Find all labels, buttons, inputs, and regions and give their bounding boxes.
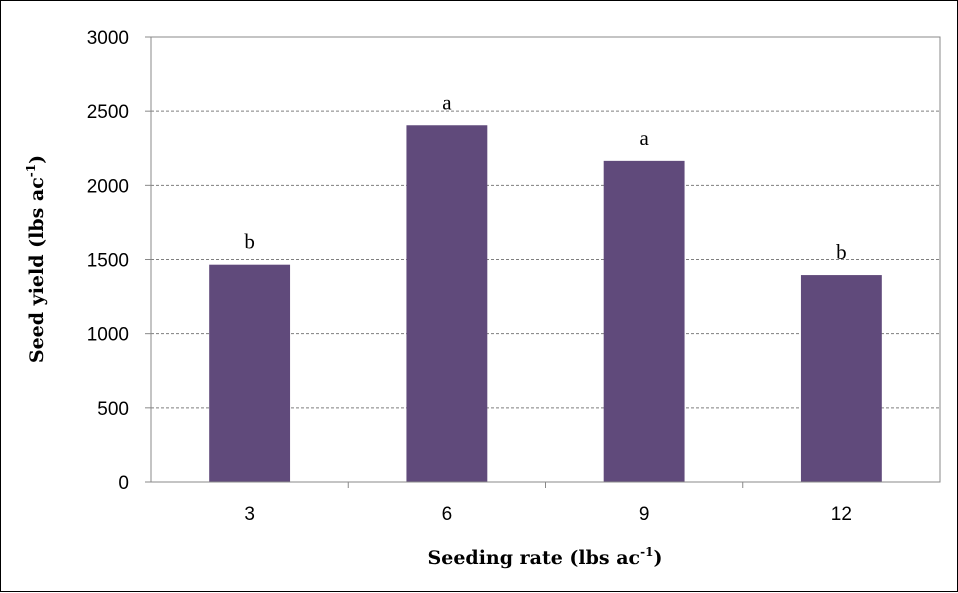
y-tick-label: 0 (118, 473, 129, 494)
x-axis-ticks: 3 6 9 12 (244, 482, 852, 525)
bar-6 (406, 125, 488, 482)
y-tick-label: 2500 (87, 102, 129, 123)
y-tick-label: 2000 (87, 176, 129, 197)
significance-labels: b a a b (244, 90, 846, 264)
significance-letter: b (244, 230, 255, 254)
y-tick-label: 3000 (87, 28, 129, 49)
bar-12 (800, 275, 882, 482)
x-axis-title: Seeding rate (lbs ac-1) (428, 545, 663, 569)
y-axis-ticks: 0 500 1000 1500 2000 2500 3000 (87, 28, 151, 494)
y-axis-title: Seed yield (lbs ac-1) (24, 155, 48, 363)
y-tick-label: 500 (97, 399, 129, 420)
y-tick-label: 1500 (87, 251, 129, 272)
significance-letter: a (639, 126, 649, 150)
bar-3 (209, 264, 291, 482)
x-tick-label: 6 (442, 504, 453, 525)
significance-letter: b (836, 240, 847, 264)
significance-letter: a (442, 90, 452, 114)
bar-9 (603, 160, 685, 482)
x-tick-label: 9 (639, 504, 650, 525)
bars (209, 125, 882, 482)
x-tick-label: 3 (244, 504, 255, 525)
y-tick-label: 1000 (87, 325, 129, 346)
x-tick-label: 12 (831, 504, 852, 525)
